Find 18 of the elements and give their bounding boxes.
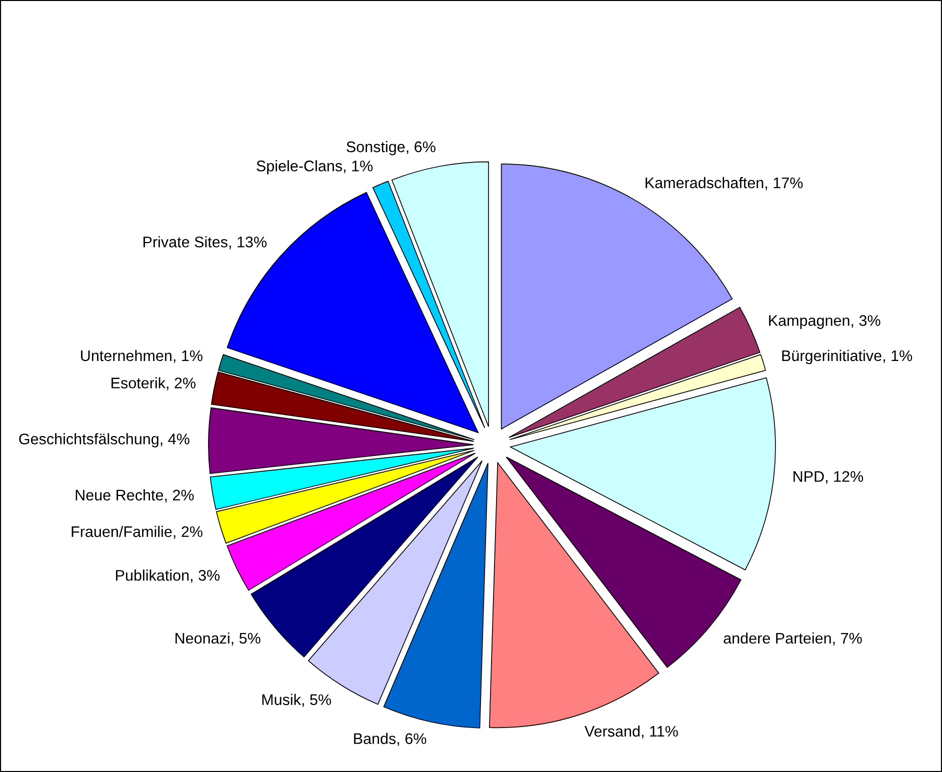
slice-label: NPD, 12% [794, 471, 864, 484]
slice-label: Neonazi, 5% [176, 632, 260, 646]
slice-label: Musik, 5% [262, 694, 332, 707]
slice-label: Bürgerinitiative, 1% [782, 350, 912, 364]
slice-label: Sonstige, 6% [346, 141, 436, 156]
slice-label: Geschichtsfälschung, 4% [19, 433, 190, 448]
slice-label: Esoterik, 2% [112, 377, 196, 390]
slice-label: Kameradschaften, 17% [646, 177, 803, 190]
slice-label: Kampagnen, 3% [769, 315, 880, 329]
slice-label: Neue Rechte, 2% [76, 489, 194, 502]
slice-label: andere Parteien, 7% [724, 632, 862, 646]
slice-label: Spiele-Clans, 1% [256, 160, 373, 174]
slice-label: Publikation, 3% [116, 570, 220, 583]
slice-label: Bands, 6% [354, 732, 426, 746]
slice-label: Unternehmen, 1% [81, 350, 202, 363]
slice-label: Versand, 11% [584, 725, 678, 739]
slice-label: Private Sites, 13% [144, 236, 267, 250]
slice-label: Frauen/Familie, 2% [72, 526, 202, 539]
